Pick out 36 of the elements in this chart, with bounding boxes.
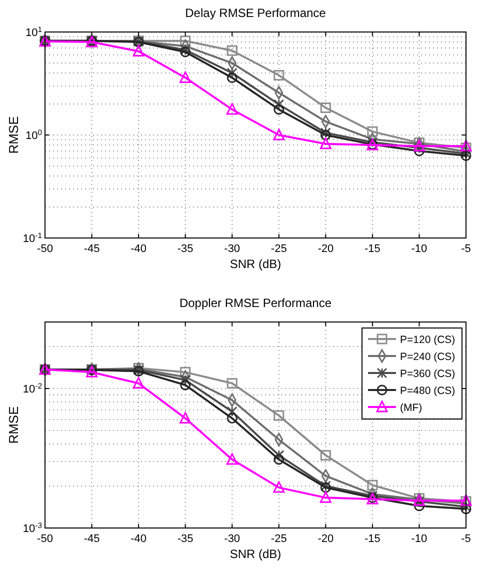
- x-tick-label: -25: [270, 533, 287, 545]
- x-tick-label: -15: [364, 243, 380, 255]
- legend-label: (MF): [400, 402, 422, 414]
- x-tick-label: -40: [130, 533, 147, 545]
- x-tick-label: -5: [461, 533, 471, 545]
- x-axis-title: SNR (dB): [230, 547, 282, 561]
- y-axis-title: RMSE: [6, 116, 21, 154]
- y-tick-label: 10$^{-3}$: [22, 520, 42, 535]
- x-tick-label: -45: [84, 533, 100, 545]
- y-tick-label: 10$^{-2}$: [22, 381, 42, 396]
- chart-title: Delay RMSE Performance: [185, 6, 326, 20]
- x-tick-label: -40: [130, 243, 147, 255]
- x-tick-label: -10: [411, 533, 428, 545]
- x-tick-label: -35: [177, 243, 194, 255]
- x-tick-label: -15: [364, 533, 380, 545]
- chart-title: Doppler RMSE Performance: [179, 296, 332, 310]
- y-tick-label: 10$^{0}$: [25, 128, 42, 142]
- x-tick-label: -30: [224, 533, 240, 545]
- legend-label: P=240 (CS): [400, 351, 456, 363]
- x-tick-label: -50: [37, 533, 53, 545]
- x-tick-label: -20: [318, 533, 334, 545]
- x-tick-label: -30: [224, 243, 240, 255]
- legend-label: P=480 (CS): [400, 385, 456, 397]
- legend-label: P=360 (CS): [400, 368, 456, 380]
- x-tick-label: -20: [318, 243, 334, 255]
- x-axis-title: SNR (dB): [230, 257, 282, 271]
- legend-label: P=120 (CS): [400, 334, 456, 346]
- y-tick-label: 10$^{1}$: [25, 24, 42, 39]
- x-tick-label: -5: [461, 243, 471, 255]
- x-tick-label: -35: [177, 533, 194, 545]
- x-tick-label: -10: [411, 243, 428, 255]
- x-tick-label: -45: [84, 243, 100, 255]
- y-tick-label: 10$^{-1}$: [22, 230, 42, 245]
- x-tick-label: -50: [37, 243, 53, 255]
- x-tick-label: -25: [270, 243, 287, 255]
- y-axis-title: RMSE: [6, 406, 21, 444]
